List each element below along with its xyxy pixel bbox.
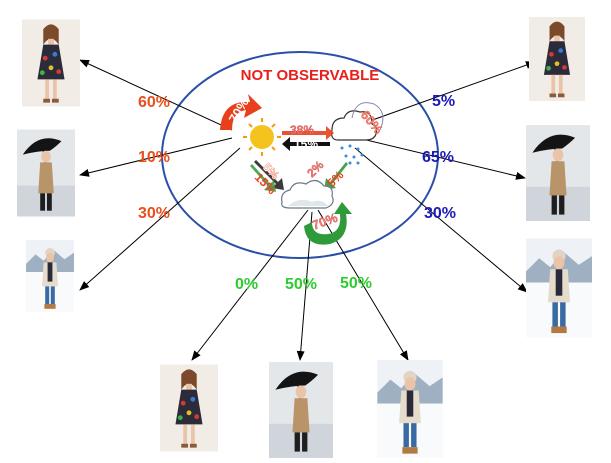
arrow-rainy-umbrella (357, 137, 526, 180)
label-cloudy-self: 70% (310, 210, 340, 233)
arrow-rainy-dress (349, 61, 536, 129)
arrow-cloudy-to-sunny-green (250, 164, 276, 192)
label-cloudy-dress: 0% (235, 276, 258, 293)
photo-winter-left (26, 240, 74, 312)
sun-icon (243, 118, 281, 156)
arrow-sunny-dress (79, 59, 233, 131)
photo-dress-right (529, 17, 585, 101)
label-rainy-winter: 30% (424, 205, 456, 222)
arrow-sunny-winter (79, 147, 241, 291)
emission-labels: 60% 10% 30% 5% 65% 30% 0% 50% 50% (138, 93, 456, 293)
rain-cloud-icon (331, 110, 378, 165)
label-cloudy-umbrella: 50% (285, 276, 317, 293)
photo-dress-bottom (160, 364, 218, 452)
arrow-sunny-umbrella (79, 137, 233, 177)
sunny-self-loop: 70% (220, 94, 262, 130)
arrow-rainy-to-sunny (282, 126, 334, 140)
photo-winter-right (526, 238, 592, 338)
arrow-sunny-to-rainy (282, 137, 330, 151)
rainy-cloudy-arrows: 2% 5% (304, 158, 348, 190)
sunny-rainy-arrows: 38% 15% (282, 123, 334, 151)
arrow-rainy-winter (354, 147, 528, 293)
emission-arrows (79, 59, 536, 361)
sunny-cloudy-arrows: 5% 15% (250, 160, 284, 197)
cloud-icon (281, 179, 334, 209)
label-rainy-umbrella: 65% (422, 149, 454, 166)
label-cloudy-winter: 50% (340, 275, 372, 292)
label-sunny-dress: 60% (138, 94, 170, 111)
label-rainy-to-sunny: 38% (290, 123, 314, 137)
label-sunny-to-rainy: 15% (294, 137, 318, 151)
hidden-states-title: NOT OBSERVABLE (241, 67, 380, 84)
photo-dress-left (22, 19, 80, 107)
photo-umbrella-right (526, 125, 590, 221)
arrow-cloudy-to-rainy (324, 162, 348, 190)
label-sunny-umbrella: 10% (138, 149, 170, 166)
photo-umbrella-left (17, 128, 75, 218)
label-rainy-to-cloudy: 2% (304, 158, 326, 180)
photo-umbrella-bottom (269, 362, 333, 458)
photo-winter-bottom (377, 360, 443, 458)
arrow-sunny-to-cloudy-dark (254, 160, 284, 190)
label-rainy-dress: 5% (432, 93, 455, 110)
arrow-cloudy-dress (191, 209, 309, 361)
label-sunny-winter: 30% (138, 205, 170, 222)
